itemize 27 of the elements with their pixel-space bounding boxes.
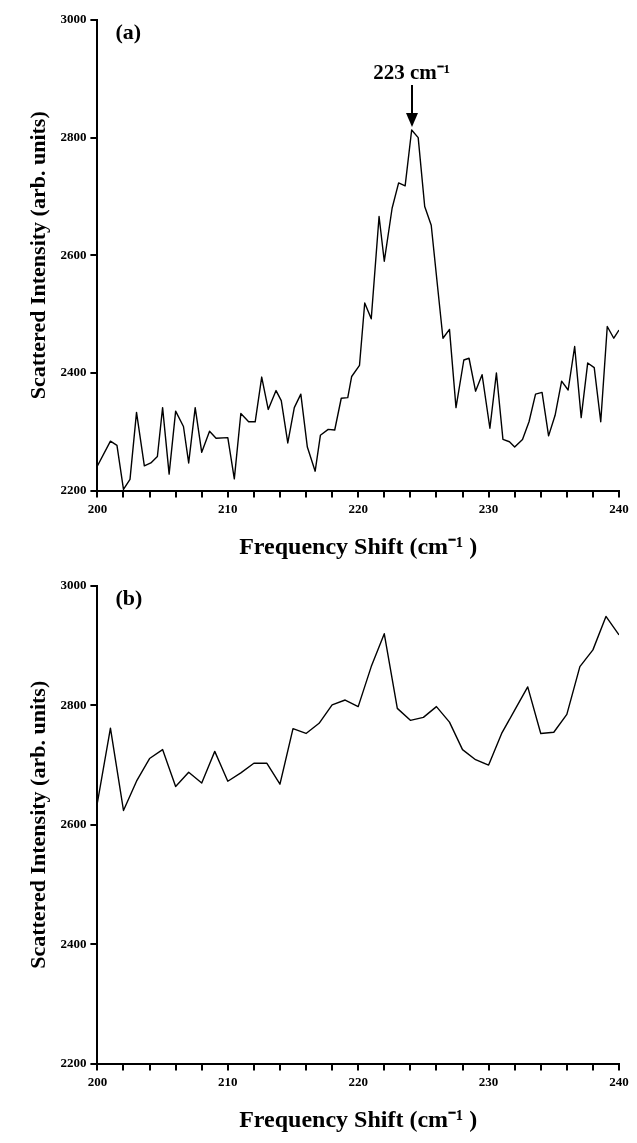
x-tick-label: 200 bbox=[87, 1073, 108, 1089]
annotation: (b) bbox=[115, 584, 143, 610]
y-tick-label: 3000 bbox=[60, 577, 87, 593]
x-tick-label: 200 bbox=[87, 500, 108, 516]
y-tick-label: 3000 bbox=[60, 11, 87, 27]
x-tick-label: 240 bbox=[609, 500, 629, 516]
x-tick-label: 230 bbox=[478, 1073, 499, 1089]
y-tick-label: 2400 bbox=[60, 364, 87, 380]
x-tick-label: 220 bbox=[348, 1073, 368, 1089]
y-tick-label: 2800 bbox=[60, 696, 87, 712]
x-tick-label: 210 bbox=[218, 500, 238, 516]
x-tick-label: 210 bbox=[218, 1073, 238, 1089]
y-tick-label: 2800 bbox=[60, 129, 87, 145]
y-tick-label: 2200 bbox=[60, 1054, 87, 1070]
y-tick-label: 2600 bbox=[60, 246, 87, 262]
x-tick-label: 240 bbox=[609, 1073, 629, 1089]
y-tick-label: 2200 bbox=[60, 481, 87, 497]
annotation: (a) bbox=[115, 18, 142, 44]
y-tick-label: 2600 bbox=[60, 816, 87, 832]
y-axis-title: Scattered Intensity (arb. units) bbox=[24, 680, 50, 969]
y-tick-label: 2400 bbox=[60, 935, 87, 951]
y-axis-title: Scattered Intensity (arb. units) bbox=[24, 111, 50, 400]
x-axis-title: Frequency Shift (cm⁻¹ ) bbox=[239, 532, 478, 559]
x-tick-label: 220 bbox=[348, 500, 368, 516]
x-axis-title: Frequency Shift (cm⁻¹ ) bbox=[239, 1105, 478, 1132]
x-tick-label: 230 bbox=[478, 500, 499, 516]
annotation: 223 cm⁻¹ bbox=[373, 59, 451, 84]
